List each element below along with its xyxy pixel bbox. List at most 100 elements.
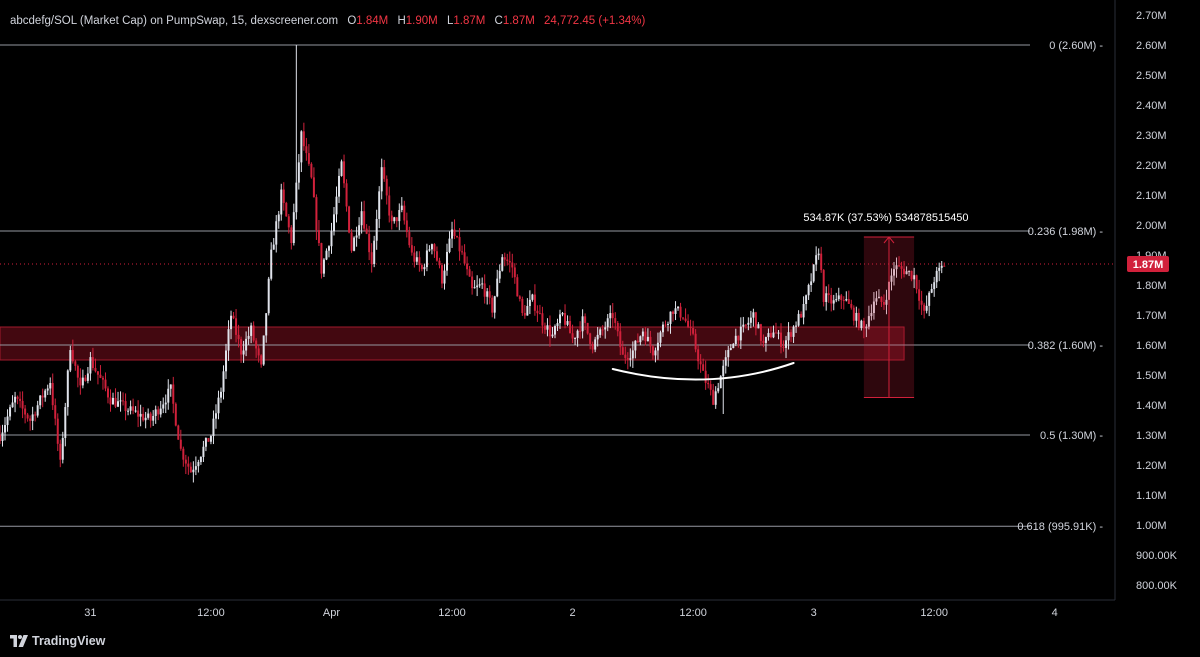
fibonacci-layer[interactable]: 0 (2.60M) - 0.236 (1.98M) - 0.382 (1.60M) …: [0, 40, 1115, 533]
candle-body: [1, 432, 4, 441]
candle-body: [654, 350, 657, 356]
candle-body: [197, 462, 200, 467]
candle-body: [817, 253, 820, 256]
time-axis[interactable]: 31 12:00 Apr 12:00 2 12:00 3 12:00 4: [84, 607, 1058, 619]
candle: [71, 339, 74, 364]
candle-body: [523, 313, 526, 316]
candle-body: [664, 324, 667, 326]
candle-body: [875, 298, 878, 302]
candle-body: [528, 299, 531, 307]
candle: [508, 251, 511, 273]
candle-body: [400, 205, 403, 211]
candle: [795, 321, 798, 333]
candle-body: [179, 439, 182, 449]
candle-body: [496, 278, 499, 297]
candle: [405, 212, 408, 238]
candle-body: [503, 257, 506, 260]
symbol-title[interactable]: abcdefg/SOL (Market Cap) on PumpSwap, 15…: [10, 15, 339, 27]
candle: [368, 225, 371, 261]
candle-body: [646, 336, 649, 342]
candle-body: [430, 244, 433, 250]
candle-body: [913, 275, 916, 280]
price-axis[interactable]: 2.70M 2.60M 2.50M 2.40M 2.30M 2.20M 2.10M 2.00M…: [1127, 10, 1178, 592]
tradingview-logo[interactable]: TradingView: [10, 633, 105, 649]
candle: [260, 354, 263, 368]
candle-body: [589, 333, 592, 344]
chart-legend: abcdefg/SOL (Market Cap) on PumpSwap, 15…: [10, 15, 645, 27]
candle: [440, 263, 443, 289]
candle: [777, 330, 780, 340]
candle-body: [305, 146, 308, 154]
candle: [659, 330, 662, 348]
candle: [802, 296, 805, 325]
candle-body: [24, 408, 27, 415]
candle: [546, 318, 549, 337]
candle-body: [785, 340, 788, 348]
candle: [526, 298, 529, 316]
candle: [556, 318, 559, 331]
candle-body: [538, 313, 541, 315]
candle-body: [393, 217, 396, 222]
cup-curve-drawing[interactable]: [611, 362, 795, 381]
time-tick-label: 31: [84, 607, 96, 619]
candle: [292, 203, 295, 246]
candle: [174, 402, 177, 427]
annotations-layer[interactable]: 534.87K (37.53%) 534878515450: [611, 212, 969, 398]
candle-body: [508, 260, 511, 263]
candle-body: [380, 167, 383, 192]
time-tick-label: 12:00: [197, 607, 225, 619]
candle-body: [122, 400, 125, 402]
last-price-label: 1.87M: [1133, 259, 1164, 271]
candle: [104, 372, 107, 392]
candle-body: [752, 312, 755, 318]
candle: [611, 302, 614, 328]
price-tick-label: 2.50M: [1136, 70, 1167, 82]
candle: [49, 377, 52, 395]
candle-body: [237, 334, 240, 340]
candle-body: [918, 289, 921, 301]
candle-body: [553, 326, 556, 335]
candle: [930, 283, 933, 294]
candle: [893, 261, 896, 286]
candle-body: [212, 418, 215, 437]
candle: [943, 262, 946, 267]
candle: [6, 409, 9, 432]
candle-body: [606, 318, 609, 328]
candle: [722, 359, 725, 414]
candle-body: [744, 324, 747, 326]
candle-body: [270, 249, 273, 279]
candle-body: [825, 293, 828, 302]
candle-body: [870, 313, 873, 317]
candle-body: [543, 325, 546, 330]
range-measure-label: 534.87K (37.53%) 534878515450: [803, 212, 968, 224]
candle: [915, 274, 918, 294]
candle: [262, 335, 265, 366]
candle-body: [235, 318, 238, 335]
candle: [162, 397, 165, 414]
candle: [747, 317, 750, 331]
candle: [586, 322, 589, 335]
candle: [310, 162, 313, 179]
candle: [413, 246, 416, 268]
candle-body: [769, 333, 772, 338]
candle-body: [189, 466, 192, 473]
candle: [89, 351, 92, 381]
candle-body: [240, 339, 243, 355]
candle: [774, 322, 777, 334]
candle: [99, 365, 102, 379]
candle-body: [860, 320, 863, 329]
candle-body: [669, 311, 672, 324]
candle: [137, 400, 140, 428]
candle-body: [340, 161, 343, 176]
candle-body: [79, 377, 82, 386]
candle: [832, 294, 835, 311]
candle-body: [488, 291, 491, 298]
candle: [501, 254, 504, 272]
candle-body: [526, 306, 529, 316]
close-key: C: [494, 15, 503, 27]
candle: [521, 296, 524, 316]
candle-body: [787, 332, 790, 341]
candle-body: [84, 377, 87, 381]
candle-body: [365, 228, 368, 234]
